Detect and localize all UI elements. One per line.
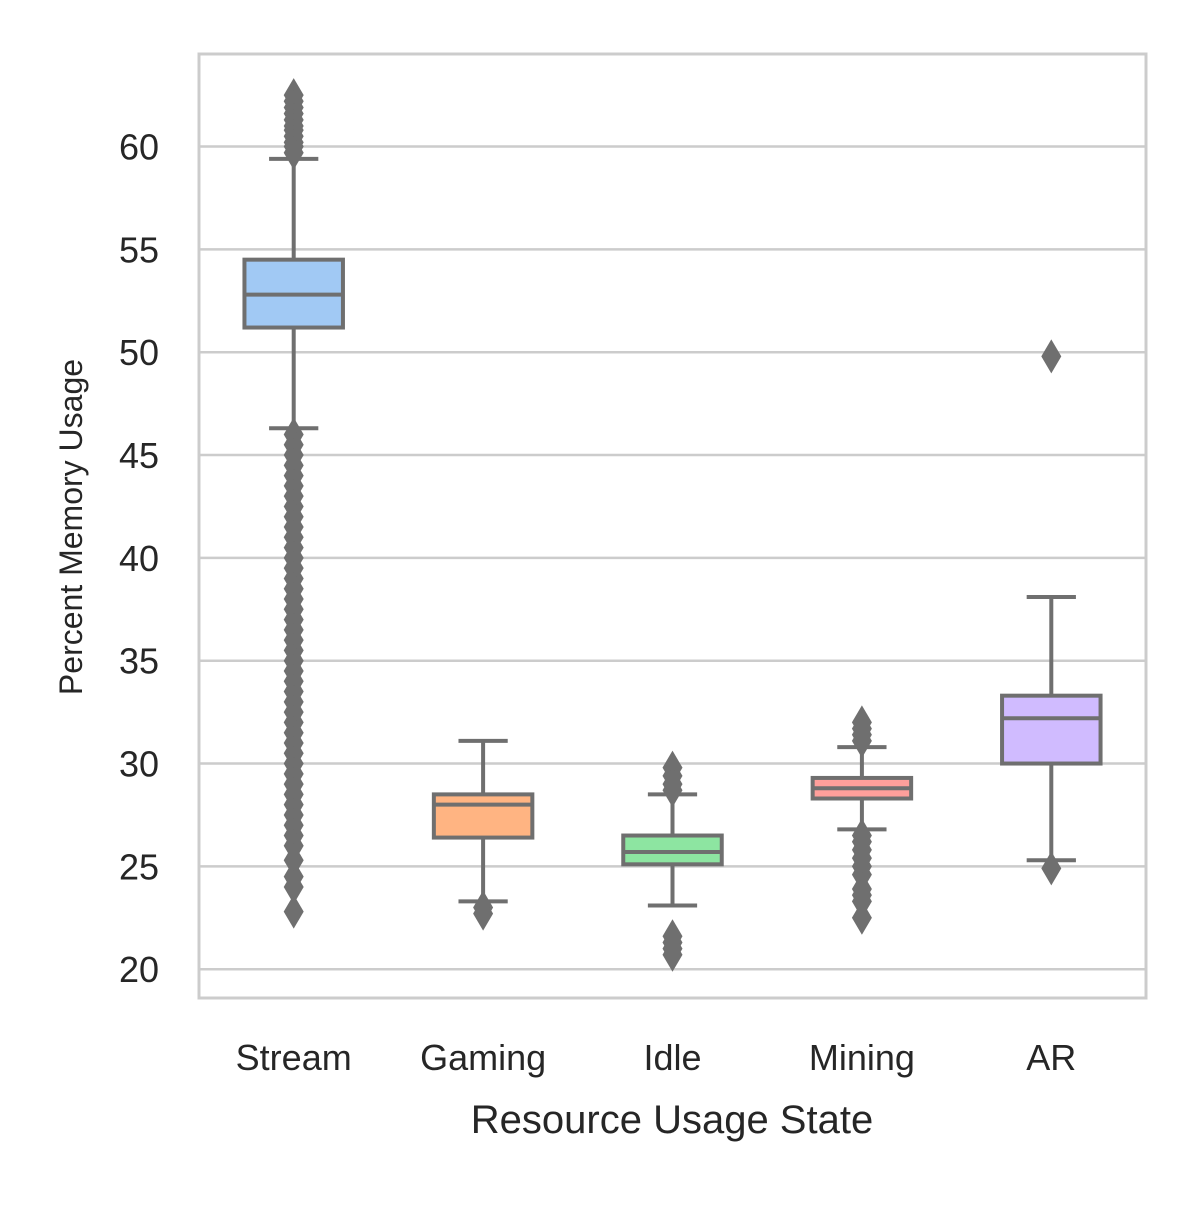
box-group-ar (1000, 339, 1103, 886)
y-tick-label: 35 (119, 641, 159, 682)
outlier-point (1041, 339, 1062, 374)
outlier-point (851, 900, 872, 935)
x-tick-label: Idle (643, 1037, 701, 1078)
outlier-point (283, 869, 304, 904)
iqr-box (431, 792, 535, 840)
y-tick-label: 20 (119, 949, 159, 990)
x-tick-label: Stream (236, 1037, 352, 1078)
x-tick-label: AR (1026, 1037, 1076, 1078)
y-tick-label: 25 (119, 846, 159, 887)
y-tick-label: 30 (119, 744, 159, 785)
outlier-point (662, 937, 683, 972)
x-tick-label: Mining (809, 1037, 915, 1078)
y-tick-label: 55 (119, 229, 159, 270)
y-tick-label: 40 (119, 538, 159, 579)
iqr-box (621, 833, 724, 867)
tick-layer: 20 25 30 35 40 45 50 55 60 Stream Gaming Idle Mining… (119, 127, 1076, 1078)
box-group-stream (242, 78, 345, 929)
box-group-idle (621, 750, 724, 972)
plot-frame (197, 52, 1148, 1000)
iqr-box (1000, 693, 1103, 766)
box-group-gaming (431, 738, 535, 931)
x-axis-title: Resource Usage State (471, 1098, 873, 1142)
box-group-mining (810, 705, 914, 935)
outlier-point (1041, 851, 1062, 886)
outlier-point (662, 773, 683, 808)
outlier-point (283, 894, 304, 929)
outlier-point (473, 896, 494, 931)
grid-layer (199, 145, 1146, 971)
box-layer (242, 78, 1103, 972)
y-tick-label: 50 (119, 332, 159, 373)
outlier-point (283, 135, 304, 170)
y-axis-title: Percent Memory Usage (53, 359, 89, 695)
outlier-point (851, 723, 872, 758)
y-tick-label: 45 (119, 435, 159, 476)
y-tick-label: 60 (119, 127, 159, 168)
x-tick-label: Gaming (420, 1037, 546, 1078)
